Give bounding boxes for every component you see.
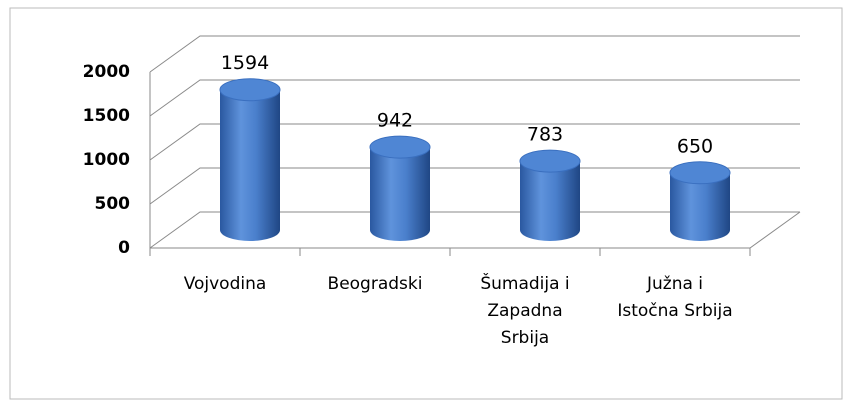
bar-top: [669, 161, 731, 185]
x-tick-label: Južna i Istočna Srbija: [617, 274, 732, 321]
x-tick-label-line: Srbija: [501, 328, 549, 348]
x-tick-label-line: Šumadija i: [480, 272, 569, 294]
bar-body: [670, 172, 730, 241]
bar: [519, 149, 581, 241]
grid-line: [149, 35, 800, 73]
x-tick-label-line: Beogradski: [328, 274, 423, 294]
bar-body: [220, 89, 280, 241]
value-label: 650: [677, 135, 713, 157]
bar-top: [519, 149, 581, 173]
bar: [369, 135, 431, 241]
grid-line: [149, 211, 800, 249]
bar: [219, 78, 281, 241]
y-tick-label: 1000: [83, 150, 130, 170]
bar: [669, 161, 731, 241]
x-tick-label-line: Vojvodina: [184, 274, 267, 294]
x-tick-label-line: Južna i: [646, 274, 703, 294]
x-tick-label: Šumadija i Zapadna Srbija: [480, 272, 569, 348]
x-tick-label: Vojvodina: [184, 274, 267, 294]
x-tick-label-line: Zapadna: [487, 301, 562, 321]
y-tick-label: 1500: [83, 106, 130, 126]
bar-top: [369, 135, 431, 159]
value-label: 783: [527, 124, 563, 146]
x-tick-label-line: Istočna Srbija: [617, 301, 732, 321]
value-label: 942: [377, 110, 413, 132]
grid-line: [149, 167, 800, 205]
bar-top: [219, 78, 281, 102]
y-tick-label: 2000: [83, 62, 130, 82]
value-label: 1594: [221, 52, 269, 74]
grid-line: [149, 79, 800, 117]
x-tick-label: Beogradski: [328, 274, 423, 294]
bar-body: [520, 161, 580, 241]
bar-body: [370, 147, 430, 241]
y-tick-label: 0: [118, 238, 130, 258]
y-tick-label: 500: [95, 194, 131, 214]
grid-line: [149, 123, 800, 161]
